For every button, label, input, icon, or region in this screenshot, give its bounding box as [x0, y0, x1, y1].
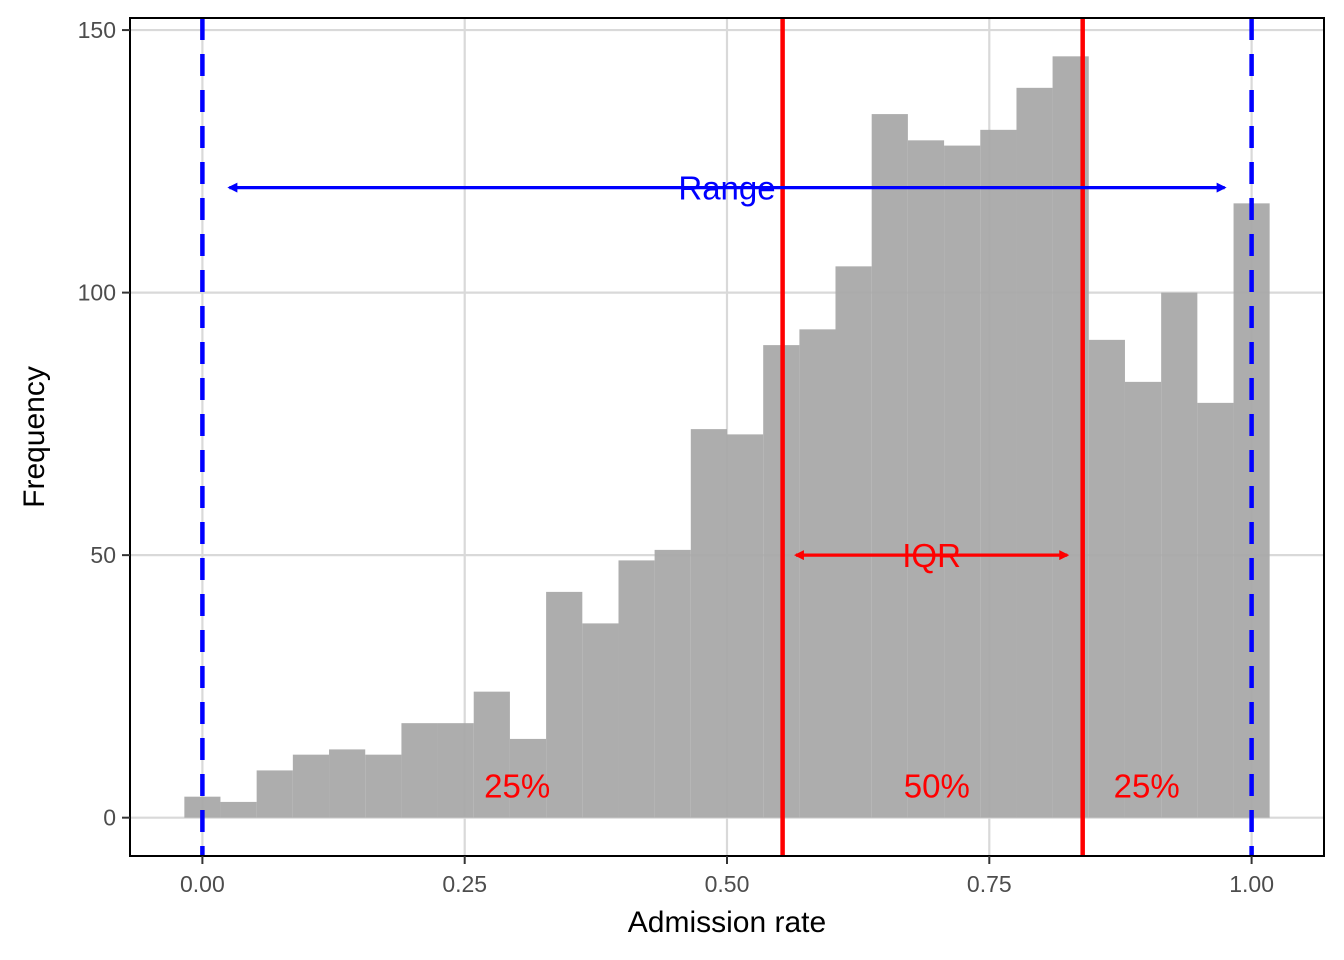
- x-tick-label: 1.00: [1229, 871, 1274, 897]
- histogram-bar: [980, 129, 1017, 818]
- histogram-bar: [654, 549, 691, 818]
- histogram-bar: [220, 801, 257, 818]
- percent-label: 25%: [1114, 767, 1180, 804]
- histogram-bar: [1197, 402, 1234, 818]
- histogram-bar: [1161, 292, 1198, 818]
- x-tick-label: 0.25: [442, 871, 487, 897]
- histogram-bar: [799, 329, 836, 818]
- histogram-bar: [944, 145, 981, 818]
- histogram-bar: [618, 560, 655, 818]
- histogram-bar: [256, 770, 293, 818]
- histogram-bar: [1088, 339, 1125, 818]
- histogram-bar: [365, 754, 402, 818]
- y-tick-label: 150: [78, 17, 116, 43]
- histogram-bar: [1016, 87, 1053, 818]
- histogram-bar: [292, 754, 330, 818]
- annotations: Range IQR 25% 50% 25%: [227, 170, 1227, 804]
- y-axis-ticks: 0 50 100 150: [78, 17, 130, 831]
- percent-label: 50%: [904, 767, 970, 804]
- histogram-bar: [546, 591, 583, 818]
- histogram-bar: [835, 266, 872, 818]
- histogram-bar: [727, 434, 764, 818]
- iqr-arrow-label: IQR: [902, 537, 961, 574]
- range-arrow-label: Range: [678, 170, 775, 207]
- histogram-bar: [473, 691, 510, 818]
- histogram-bar: [582, 623, 619, 818]
- histogram-bar: [1233, 203, 1270, 818]
- y-axis-title: Frequency: [18, 366, 51, 508]
- percent-label: 25%: [484, 767, 550, 804]
- histogram-bar: [329, 749, 366, 818]
- x-tick-label: 0.00: [180, 871, 225, 897]
- x-axis-title: Admission rate: [628, 906, 826, 939]
- range-arrow-gap: [666, 185, 788, 191]
- y-tick-label: 100: [78, 280, 116, 306]
- reference-lines: [200, 18, 1254, 856]
- histogram-bar: [1124, 381, 1162, 818]
- histogram-bar: [401, 723, 438, 818]
- histogram-bar: [184, 796, 221, 818]
- histogram-bar: [907, 140, 945, 818]
- iqr-arrow-gap: [893, 552, 971, 558]
- x-tick-label: 0.75: [967, 871, 1012, 897]
- y-tick-label: 0: [103, 805, 116, 831]
- x-axis-ticks: 0.00 0.25 0.50 0.75 1.00: [180, 856, 1274, 897]
- x-tick-label: 0.50: [705, 871, 750, 897]
- histogram-bar: [871, 114, 908, 818]
- histogram-bar: [509, 738, 547, 818]
- histogram-bar: [690, 429, 727, 818]
- histogram-bar: [437, 723, 474, 818]
- y-tick-label: 50: [90, 542, 116, 568]
